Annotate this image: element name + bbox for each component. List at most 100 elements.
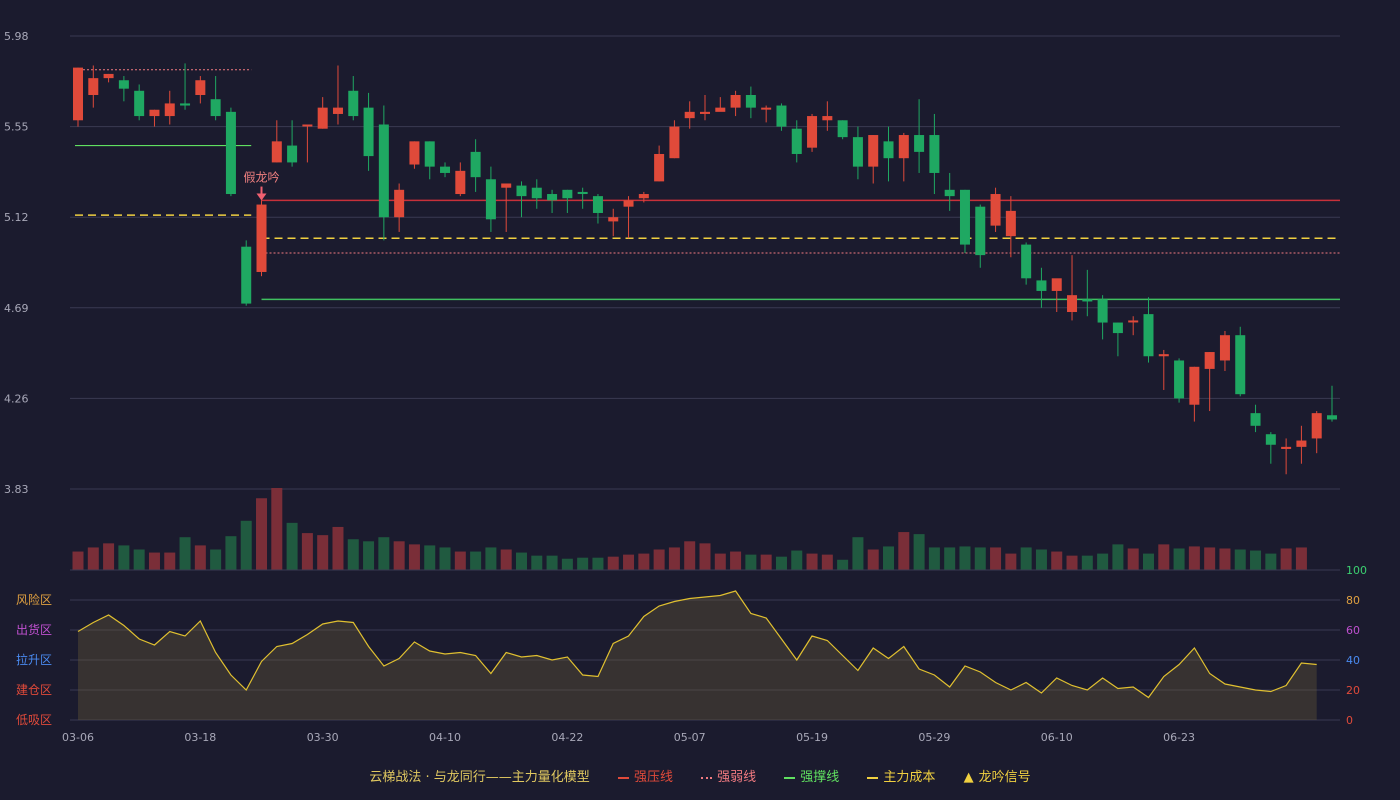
- candle-body: [1174, 360, 1185, 399]
- candle-body: [837, 120, 848, 138]
- candle-body: [363, 107, 374, 157]
- volume-bar: [928, 547, 940, 570]
- volume-bar: [531, 555, 543, 570]
- candle-body: [1051, 278, 1062, 291]
- volume-bar: [745, 554, 757, 570]
- volume-bar: [1066, 555, 1078, 570]
- candle-body: [822, 116, 833, 121]
- candle-body: [592, 196, 603, 213]
- candle-body: [378, 124, 389, 218]
- candle-body: [149, 109, 160, 117]
- volume-bar: [118, 545, 130, 570]
- volume-bar: [210, 549, 222, 570]
- candle-body: [1143, 314, 1154, 357]
- volume-bar: [500, 549, 512, 570]
- candle-body: [210, 99, 221, 117]
- legend-label: 强弱线: [717, 770, 757, 785]
- volume-bar: [1204, 547, 1216, 570]
- candle-body: [715, 107, 726, 112]
- candle-body: [1281, 446, 1292, 449]
- volume-bar: [1234, 549, 1246, 570]
- oscillator-zone-label: 风险区: [16, 592, 52, 607]
- candle-body: [577, 191, 588, 195]
- price-tick-label: 5.98: [4, 30, 29, 43]
- x-tick-label: 04-22: [551, 731, 583, 744]
- candle-body: [470, 151, 481, 178]
- oscillator-zone-label: 出货区: [16, 622, 52, 637]
- volume-bar: [1295, 547, 1307, 570]
- x-tick-label: 04-10: [429, 731, 461, 744]
- candle-body: [1327, 415, 1337, 420]
- candle-body: [73, 67, 83, 121]
- candle-body: [868, 135, 879, 167]
- candle-body: [776, 105, 787, 127]
- volume-bar: [837, 559, 849, 570]
- legend: 云梯战法 · 与龙同行——主力量化模型 强压线 强弱线 强撑线 主力成本 ▲ 龙吟…: [0, 766, 1400, 788]
- volume-bar: [393, 541, 405, 570]
- candle-body: [409, 141, 420, 165]
- volume-bar: [1097, 553, 1109, 570]
- volume-bar: [607, 556, 619, 570]
- candle-body: [1067, 295, 1078, 313]
- volume-bar: [301, 533, 313, 570]
- candle-body: [608, 217, 619, 222]
- volume-bar: [623, 554, 635, 570]
- oscillator-area: [78, 591, 1317, 720]
- legend-item-signal: ▲ 龙吟信号: [964, 766, 1031, 785]
- x-tick-label: 06-10: [1041, 731, 1073, 744]
- candle-body: [394, 189, 405, 218]
- signal-label: 假龙吟: [244, 170, 280, 185]
- volume-bar: [225, 536, 237, 570]
- candle-body: [348, 90, 359, 117]
- candle-body: [1219, 335, 1230, 361]
- volume-bar: [1035, 549, 1047, 570]
- candle-body: [1189, 366, 1200, 405]
- candle-body: [883, 141, 894, 159]
- x-tick-label: 03-30: [307, 731, 339, 744]
- legend-item-support: 强撑线: [784, 766, 839, 785]
- candle-body: [623, 200, 634, 207]
- candle-body: [654, 153, 665, 182]
- legend-item-strong-resistance: 强压线: [617, 766, 673, 785]
- volume-bar: [1219, 548, 1231, 570]
- volume-bar: [821, 554, 833, 570]
- volume-bar: [913, 534, 925, 570]
- x-tick-label: 05-29: [918, 731, 950, 744]
- volume-bar: [439, 547, 451, 570]
- volume-bar: [87, 547, 99, 570]
- candle-body: [669, 126, 680, 159]
- volume-bar: [515, 552, 527, 570]
- candle-body: [1112, 322, 1123, 334]
- volume-bar: [332, 526, 344, 570]
- volume-bar: [1188, 546, 1200, 570]
- candle-body: [638, 194, 649, 199]
- volume-bar: [1173, 548, 1185, 570]
- legend-label: 主力成本: [883, 770, 936, 785]
- volume-bar: [271, 488, 283, 570]
- candle-body: [271, 141, 282, 163]
- volume-bar: [1081, 555, 1093, 570]
- legend-swatch-dashed-yellow: [867, 776, 879, 779]
- volume-bar: [1142, 553, 1154, 570]
- candle-body: [1128, 320, 1139, 323]
- volume-bar: [546, 555, 558, 570]
- legend-title: 云梯战法 · 与龙同行——主力量化模型: [369, 770, 590, 785]
- candle-body: [975, 206, 986, 256]
- candle-body: [195, 80, 206, 95]
- volume-bar: [1280, 548, 1292, 570]
- volume-bar: [867, 549, 879, 570]
- volume-bar: [561, 558, 573, 570]
- candle-body: [914, 135, 925, 152]
- signal-arrow-icon: [256, 193, 267, 201]
- candle-body: [164, 103, 175, 117]
- candle-body: [1250, 413, 1261, 426]
- candle-body: [88, 78, 99, 95]
- triangle-icon: ▲: [963, 770, 974, 785]
- candle-body: [1311, 413, 1322, 439]
- candle-body: [241, 246, 252, 304]
- volume-bar: [378, 537, 390, 570]
- candle-body: [1097, 299, 1108, 323]
- volume-bar: [668, 547, 680, 570]
- volume-bar: [485, 547, 497, 570]
- legend-swatch-dotted-pink: [701, 776, 713, 779]
